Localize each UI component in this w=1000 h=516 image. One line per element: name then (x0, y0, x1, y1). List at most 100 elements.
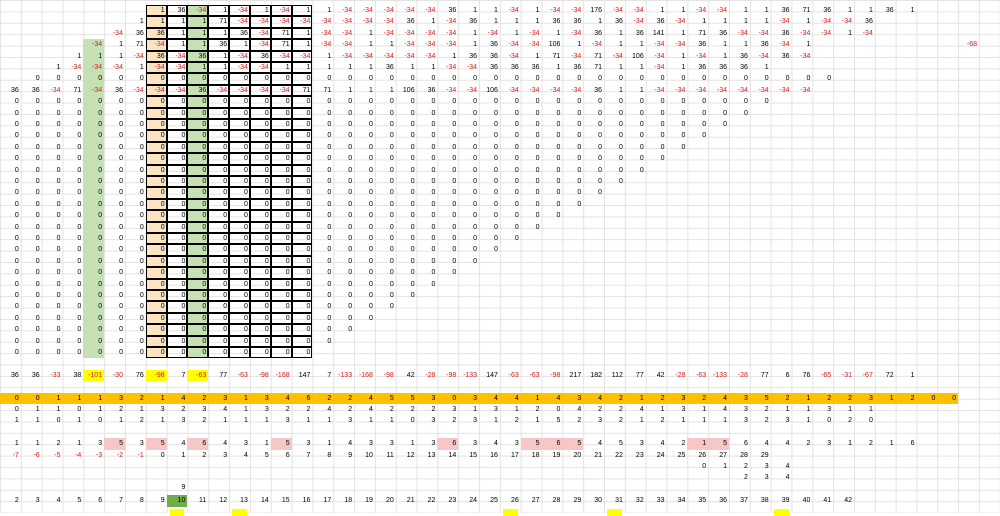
zero-cell[interactable]: 0 (494, 200, 498, 208)
data-cell[interactable]: 1 (494, 7, 498, 14)
index-cell[interactable]: 10 (365, 451, 373, 459)
count-cell[interactable]: 2 (618, 417, 623, 425)
count-cell[interactable]: 1 (119, 417, 123, 425)
zero-cell[interactable]: 0 (77, 212, 82, 220)
index-cell[interactable]: -2 (116, 451, 123, 459)
zero-cell[interactable]: 0 (139, 132, 144, 140)
zero-cell[interactable]: 0 (452, 200, 457, 208)
zero-cell[interactable]: 0 (208, 278, 230, 290)
zero-cell[interactable]: 0 (208, 141, 230, 154)
index-cell[interactable]: 0 (160, 451, 165, 459)
zero-cell[interactable]: 0 (119, 280, 123, 288)
zero-cell[interactable]: 0 (56, 109, 61, 117)
index-cell[interactable]: 24 (656, 451, 665, 459)
pink-row-cell[interactable]: 6 (541, 438, 563, 450)
count-cell[interactable]: 1 (56, 406, 61, 413)
zero-cell[interactable]: 0 (410, 200, 415, 208)
data-cell[interactable]: -34 (92, 64, 103, 71)
total-cell[interactable]: 147 (486, 371, 498, 379)
data-cell[interactable] (771, 62, 792, 73)
data-cell[interactable]: 1 (764, 18, 769, 26)
band-cell[interactable]: 4 (723, 394, 728, 402)
data-cell[interactable]: 36 (406, 18, 415, 26)
data-cell[interactable] (896, 51, 917, 62)
zero-cell[interactable]: 0 (249, 210, 271, 222)
bottom-index-cell[interactable]: 6 (98, 497, 103, 505)
zero-cell[interactable]: 0 (208, 335, 230, 347)
zero-cell[interactable]: 0 (139, 200, 144, 208)
zero-cell[interactable]: 0 (249, 312, 271, 325)
data-cell[interactable]: 1 (639, 86, 644, 94)
zero-cell[interactable]: 0 (431, 280, 436, 288)
data-cell[interactable]: -34 (249, 16, 271, 28)
zero-cell[interactable]: 0 (327, 337, 332, 345)
count-cell[interactable]: 4 (327, 406, 332, 413)
zero-cell[interactable]: 0 (577, 98, 582, 106)
data-cell[interactable]: 0 (249, 73, 271, 85)
count-cell[interactable]: 2 (598, 406, 603, 413)
data-cell[interactable]: 1 (348, 64, 353, 71)
zero-cell[interactable]: 0 (270, 107, 292, 119)
data-cell[interactable]: -34 (800, 86, 811, 94)
data-cell[interactable]: -34 (341, 7, 353, 14)
zero-cell[interactable]: 0 (98, 200, 103, 208)
data-cell[interactable]: -34 (341, 52, 353, 60)
zero-cell[interactable]: 0 (35, 314, 40, 322)
data-cell[interactable]: 0 (514, 75, 519, 83)
zero-cell[interactable]: 0 (139, 257, 144, 265)
data-cell[interactable]: -34 (737, 29, 748, 37)
zero-cell[interactable]: 0 (187, 153, 209, 165)
zero-cell[interactable]: 0 (410, 223, 415, 231)
zero-cell[interactable]: 0 (598, 189, 603, 197)
data-cell[interactable]: -34 (571, 7, 582, 14)
data-cell[interactable]: -34 (675, 18, 686, 26)
data-cell[interactable]: -34 (571, 86, 582, 94)
count-cell[interactable]: 3 (473, 417, 478, 425)
zero-cell[interactable]: 0 (473, 223, 478, 231)
zero-cell[interactable]: 0 (14, 349, 19, 356)
data-cell[interactable]: 36 (208, 39, 230, 51)
data-cell[interactable]: -34 (166, 62, 188, 74)
data-cell[interactable]: -34 (737, 86, 748, 94)
zero-cell[interactable]: 0 (369, 269, 373, 277)
zero-cell[interactable]: 0 (743, 109, 748, 117)
pink-row-cell[interactable]: 4 (494, 440, 498, 448)
zero-cell[interactable]: 0 (348, 269, 353, 277)
data-cell[interactable]: 71 (323, 86, 332, 94)
count-cell[interactable]: 3 (827, 406, 832, 413)
zero-cell[interactable]: 0 (187, 187, 209, 199)
zero-cell[interactable]: 0 (229, 290, 250, 302)
zero-cell[interactable]: 0 (639, 143, 644, 151)
zero-cell[interactable]: 0 (249, 187, 271, 199)
count-cell[interactable]: 0 (868, 417, 873, 425)
zero-cell[interactable]: 0 (139, 121, 144, 128)
data-cell[interactable]: 1 (291, 62, 313, 74)
zero-cell[interactable]: 0 (98, 143, 103, 151)
zero-cell[interactable]: 0 (431, 212, 436, 220)
pink-row-cell[interactable]: 2 (56, 440, 61, 448)
count-cell[interactable]: 2 (202, 417, 207, 425)
pink-row-cell[interactable]: 1 (264, 440, 269, 448)
zero-cell[interactable]: 0 (229, 233, 250, 245)
zero-cell[interactable]: 0 (35, 132, 40, 140)
data-cell[interactable]: 0 (806, 75, 811, 83)
zero-cell[interactable]: 0 (270, 187, 292, 199)
zero-cell[interactable]: 0 (166, 107, 188, 119)
band-cell[interactable]: 4 (369, 394, 373, 402)
data-cell[interactable]: 36 (31, 86, 40, 94)
zero-cell[interactable]: 0 (535, 121, 540, 128)
zero-cell[interactable]: 0 (389, 166, 394, 174)
index-cell[interactable]: 2 (202, 451, 207, 459)
zero-cell[interactable]: 0 (535, 200, 540, 208)
index-cell[interactable]: 22 (615, 451, 623, 459)
data-cell[interactable]: 1 (514, 29, 519, 37)
zero-cell[interactable]: 0 (291, 324, 313, 336)
data-cell[interactable]: 36 (531, 64, 540, 71)
data-cell[interactable] (833, 62, 854, 73)
zero-cell[interactable]: 0 (208, 312, 230, 325)
data-cell[interactable]: 1 (868, 7, 873, 14)
data-cell[interactable]: -34 (270, 16, 292, 28)
zero-cell[interactable]: 0 (291, 290, 313, 302)
zero-cell[interactable]: 0 (208, 221, 230, 233)
data-cell[interactable]: -34 (466, 64, 478, 71)
